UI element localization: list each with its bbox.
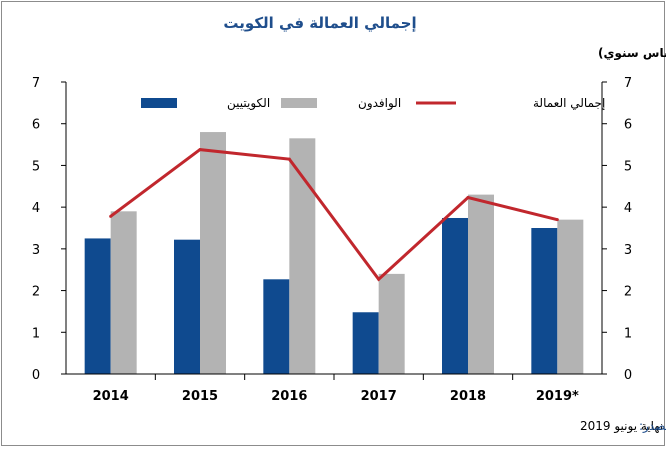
left-tick-label: 7: [32, 76, 40, 91]
bar-expats: [200, 132, 226, 374]
line-point: [555, 218, 559, 222]
x-tick-label: 2018: [450, 389, 486, 404]
legend-swatch-bar: [141, 98, 177, 108]
source-label: المصدر:: [639, 419, 666, 434]
right-tick-label: 4: [624, 201, 632, 216]
bar-expats: [289, 138, 316, 374]
line-point: [198, 148, 202, 152]
legend-label: الوافدون: [358, 96, 401, 111]
left-tick-label: 0: [32, 368, 40, 383]
line-point: [109, 214, 113, 218]
x-tick-label: 2017: [361, 389, 397, 404]
bar-kuwaitis: [531, 228, 558, 374]
line-point: [466, 196, 470, 200]
bar-kuwaitis: [352, 312, 379, 374]
left-axis: 0 1 2 3 4 5 6 7: [32, 76, 67, 383]
left-tick-label: 2: [32, 285, 40, 300]
legend-label: إجمالي العمالة: [533, 96, 605, 110]
x-tick-label: 2014: [93, 389, 129, 404]
x-tick-label: 2015: [182, 389, 218, 404]
bar-kuwaitis: [84, 238, 111, 374]
chart-subtitle: (نهاية العام، % على أساس سنوي): [598, 45, 666, 61]
bars-group: [84, 132, 584, 374]
bar-kuwaitis: [442, 217, 468, 374]
total-employment-line: [109, 148, 558, 282]
legend-swatch-bar: [281, 98, 317, 108]
left-tick-label: 3: [32, 243, 40, 258]
right-axis: 0 1 2 3 4 5 6 7: [601, 76, 632, 383]
left-tick-label: 6: [32, 118, 40, 133]
left-tick-label: 1: [32, 326, 40, 341]
chart-title: إجمالي العمالة في الكويت: [223, 14, 416, 32]
x-axis: 2014 2015 2016 2017 2018 2019*: [66, 373, 602, 404]
bar-expats: [110, 211, 137, 374]
x-tick-label: 2019*: [536, 389, 579, 404]
right-tick-label: 5: [624, 159, 632, 174]
x-tick-label: 2016: [271, 389, 307, 404]
bar-expats: [557, 219, 584, 374]
legend: إجمالي العمالة الوافدون الكويتيين: [141, 96, 605, 111]
right-tick-label: 2: [624, 285, 632, 300]
bar-expats: [468, 194, 494, 374]
line-point: [287, 157, 291, 161]
line-group: [109, 148, 559, 282]
source-text: الهيئة العامة للمعلومات المدنية \ * إلى …: [580, 419, 666, 434]
bar-kuwaitis: [263, 279, 290, 374]
right-tick-label: 0: [624, 368, 632, 383]
right-tick-label: 7: [624, 76, 632, 91]
left-tick-label: 4: [32, 201, 40, 216]
left-tick-label: 5: [32, 159, 40, 174]
right-tick-label: 6: [624, 118, 632, 133]
right-tick-label: 1: [624, 326, 632, 341]
bar-kuwaitis: [174, 239, 200, 374]
bar-expats: [378, 273, 405, 374]
right-tick-label: 3: [624, 243, 632, 258]
legend-label: الكويتيين: [227, 96, 270, 111]
line-point: [377, 277, 381, 281]
